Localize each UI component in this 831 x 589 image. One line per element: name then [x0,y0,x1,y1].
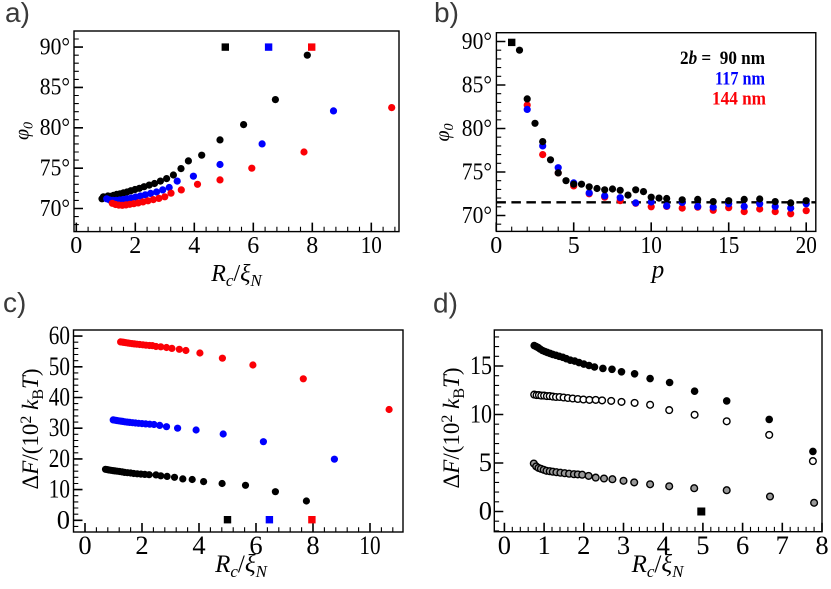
svg-text:6: 6 [247,233,259,259]
svg-text:4: 4 [188,233,200,259]
svg-text:7: 7 [776,530,789,560]
svg-text:60: 60 [49,320,70,350]
svg-text:90°: 90° [462,29,492,55]
svg-text:c): c) [3,287,26,318]
svg-text:117 nm: 117 nm [715,68,765,89]
svg-text:5: 5 [568,233,580,259]
svg-text:0: 0 [78,530,91,560]
svg-text:d): d) [433,288,458,319]
svg-text:85°: 85° [40,75,70,101]
svg-text:10: 10 [361,233,382,259]
svg-text:10: 10 [641,233,662,259]
svg-text:0: 0 [70,233,82,259]
svg-text:75°: 75° [40,156,70,182]
svg-text:75°: 75° [462,159,492,185]
svg-text:0: 0 [490,233,502,259]
svg-text:10: 10 [49,474,70,504]
svg-text:80°: 80° [462,116,492,142]
svg-text:10: 10 [359,530,380,560]
svg-text:1: 1 [537,530,550,560]
svg-text:8: 8 [306,233,318,259]
svg-text:20: 20 [796,233,817,259]
svg-text:2: 2 [129,233,141,259]
svg-text:2: 2 [577,530,590,560]
svg-text:5: 5 [479,447,492,477]
svg-text:70°: 70° [462,203,492,229]
svg-text:80°: 80° [40,115,70,141]
svg-text:20: 20 [49,443,70,473]
svg-text:50: 50 [49,351,70,381]
svg-text:70°: 70° [40,196,70,222]
svg-text:4: 4 [192,530,205,560]
svg-text:6: 6 [736,530,749,560]
svg-text:15: 15 [470,350,492,380]
svg-text:3: 3 [617,530,630,560]
svg-text:0: 0 [479,496,492,526]
svg-text:144 nm: 144 nm [712,89,766,110]
svg-text:15: 15 [718,233,739,259]
svg-text:2b = 90 nm: 2b = 90 nm [680,48,765,69]
svg-text:a): a) [5,0,30,28]
svg-text:2: 2 [135,530,148,560]
svg-text:40: 40 [49,382,70,412]
svg-text:85°: 85° [462,72,492,98]
svg-text:0: 0 [498,530,511,560]
svg-text:30: 30 [49,412,70,442]
svg-text:4: 4 [657,530,670,560]
svg-text:b): b) [434,0,459,28]
svg-text:8: 8 [815,530,828,560]
svg-text:ΔF/(102 kBT): ΔF/(102 kBT) [439,367,468,488]
svg-text:10: 10 [470,399,492,429]
svg-text:p: p [650,257,665,284]
svg-text:5: 5 [696,530,709,560]
svg-text:90°: 90° [40,34,70,60]
svg-text:ΔF/(102 kBT): ΔF/(102 kBT) [18,368,47,489]
svg-text:0: 0 [57,504,70,534]
svg-text:6: 6 [249,530,262,560]
svg-text:8: 8 [306,530,319,560]
